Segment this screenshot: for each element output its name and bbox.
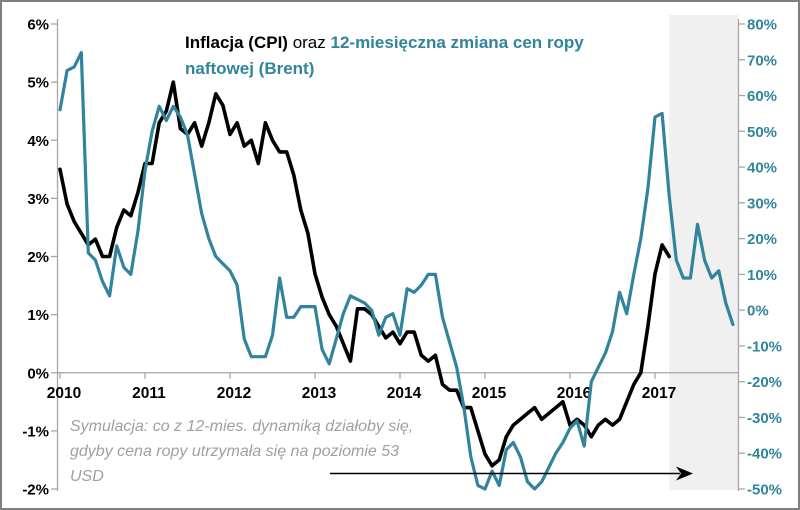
right-axis-tick-label: -10% [747,338,782,355]
chart-title-segment: Inflacja (CPI) [185,33,288,52]
right-arrow-icon [676,466,693,481]
right-axis-tick-label: 30% [747,195,777,212]
annotation-line-2: gdyby cena ropy utrzymała się na poziomi… [70,443,400,460]
x-axis-year-label: 2016 [557,385,592,402]
right-axis-tick-label: 0% [747,303,769,320]
x-axis-year-label: 2017 [642,385,676,402]
right-axis-tick-label: -20% [747,374,782,391]
right-axis-tick-label: 40% [747,160,777,177]
right-axis-tick-label: -30% [747,410,782,427]
x-axis-year-label: 2010 [47,385,81,402]
x-axis-year-label: 2015 [472,385,507,402]
brent-line [58,50,735,491]
right-axis-tick-label: 70% [747,52,777,69]
right-axis-tick-label: 50% [747,124,777,141]
left-axis-tick-label: 0% [27,365,49,382]
x-axis-year-label: 2013 [302,385,337,402]
left-axis-tick-label: 6% [27,17,49,34]
left-axis-tick-label: 4% [27,133,49,150]
x-axis-year-label: 2012 [217,385,251,402]
annotation-line-1: Symulacja: co z 12-mies. dynamiką działo… [70,418,414,435]
chart-title-segment: 12-miesięczna zmiana cen ropy naftowej (… [185,33,584,78]
left-axis-tick-label: 1% [27,307,49,324]
left-axis-tick-label: 2% [27,249,49,266]
right-axis-tick-label: -50% [747,482,782,499]
left-axis-tick-label: -2% [22,482,49,499]
simulation-annotation: Symulacja: co z 12-mies. dynamiką działo… [70,414,450,489]
chart-title: Inflacja (CPI) oraz 12-miesięczna zmiana… [185,30,635,82]
left-axis-tick-label: 5% [27,75,49,92]
left-axis-tick-label: -1% [22,423,49,440]
chart-title-segment: oraz [287,33,331,52]
right-axis-tick-label: 80% [747,17,777,34]
right-axis-tick-label: 20% [747,231,777,248]
right-axis-tick-label: 60% [747,88,777,105]
right-axis-tick-label: 10% [747,267,777,284]
right-axis-tick-label: -40% [747,446,782,463]
x-axis-year-label: 2011 [132,385,166,402]
cpi-line [58,80,672,468]
annotation-line-3: USD [70,468,104,485]
x-axis-year-label: 2014 [387,385,422,402]
left-axis-tick-label: 3% [27,191,49,208]
